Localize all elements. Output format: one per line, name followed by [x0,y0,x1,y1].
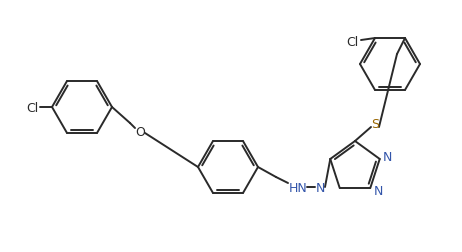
Text: Cl: Cl [26,101,38,114]
Text: N: N [315,181,325,194]
Text: O: O [135,126,145,139]
Text: N: N [374,184,383,197]
Text: Cl: Cl [347,35,359,48]
Text: S: S [371,117,379,130]
Text: N: N [383,151,392,164]
Text: HN: HN [289,181,307,194]
